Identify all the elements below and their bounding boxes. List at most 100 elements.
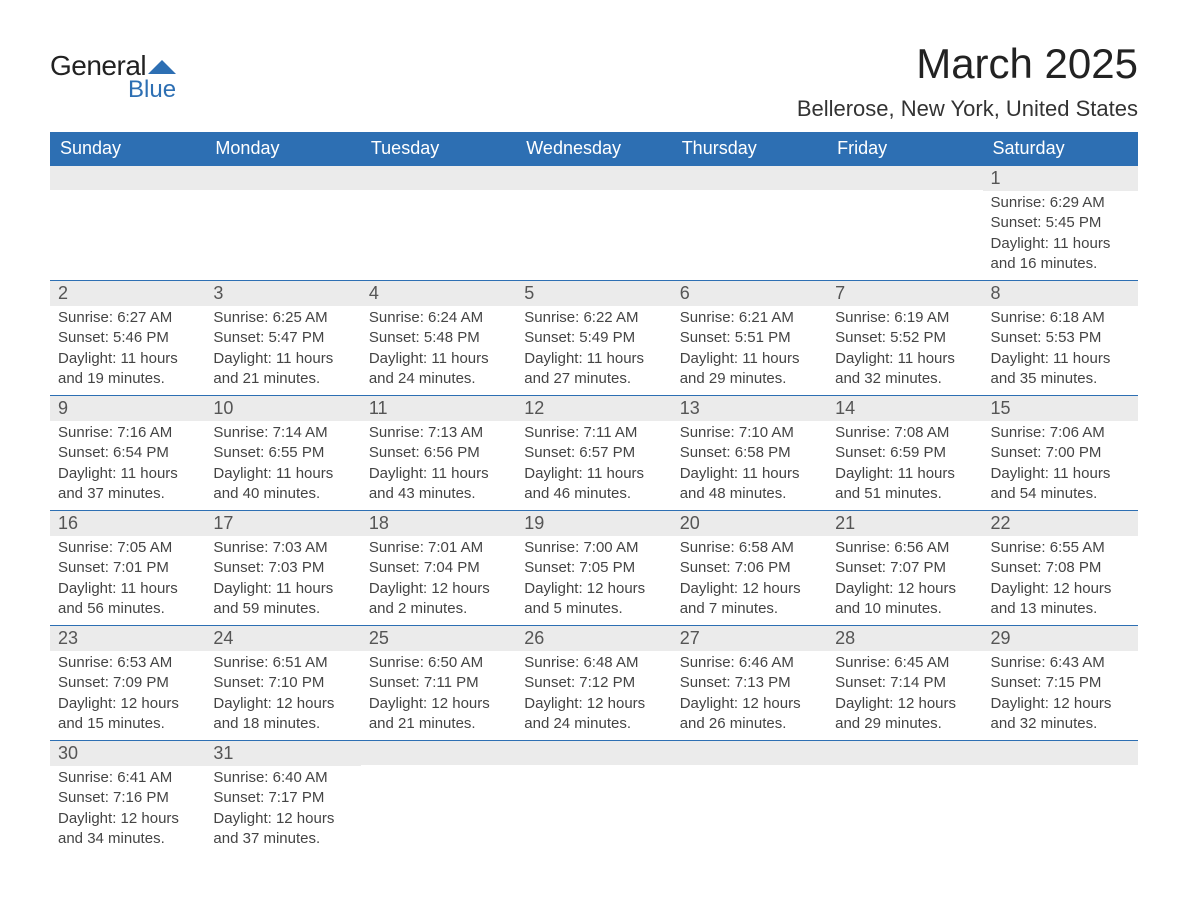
day-body [361,765,516,845]
day-number: 2 [58,283,68,303]
calendar-day-cell: 22Sunrise: 6:55 AMSunset: 7:08 PMDayligh… [983,511,1138,626]
calendar-day-cell: 6Sunrise: 6:21 AMSunset: 5:51 PMDaylight… [672,281,827,396]
sunset-line: Sunset: 5:49 PM [524,328,663,348]
sunset-line: Sunset: 7:00 PM [991,443,1130,463]
daylight-line: Daylight: 11 hours and 46 minutes. [524,464,663,505]
day-body: Sunrise: 6:22 AMSunset: 5:49 PMDaylight:… [516,306,671,395]
day-number-band: 7 [827,281,982,306]
day-number: 7 [835,283,845,303]
day-body [672,765,827,845]
calendar-header-row: SundayMondayTuesdayWednesdayThursdayFrid… [50,132,1138,166]
calendar-day-cell: 4 Sunrise: 6:24 AMSunset: 5:48 PMDaylight… [361,281,516,396]
daylight-line: Daylight: 12 hours and 13 minutes. [991,579,1130,620]
sunset-line: Sunset: 6:57 PM [524,443,663,463]
daylight-line: Daylight: 11 hours and 40 minutes. [213,464,352,505]
calendar-day-cell [205,166,360,281]
day-number-band: 9 [50,396,205,421]
day-number-band: 26 [516,626,671,651]
calendar-day-cell: 30Sunrise: 6:41 AMSunset: 7:16 PMDayligh… [50,741,205,856]
calendar-day-cell: 7 Sunrise: 6:19 AMSunset: 5:52 PMDaylight… [827,281,982,396]
calendar-day-cell: 17Sunrise: 7:03 AMSunset: 7:03 PMDayligh… [205,511,360,626]
day-number-band: 8 [983,281,1138,306]
calendar-day-cell [361,166,516,281]
sunset-line: Sunset: 7:06 PM [680,558,819,578]
weekday-header: Thursday [672,132,827,166]
sunrise-line: Sunrise: 6:51 AM [213,653,352,673]
daylight-line: Daylight: 12 hours and 26 minutes. [680,694,819,735]
sunset-line: Sunset: 7:04 PM [369,558,508,578]
day-number: 19 [524,513,544,533]
calendar-day-cell: 20Sunrise: 6:58 AMSunset: 7:06 PMDayligh… [672,511,827,626]
logo-flag-icon [148,56,178,76]
day-body [827,765,982,845]
sunrise-line: Sunrise: 6:40 AM [213,768,352,788]
sunset-line: Sunset: 7:05 PM [524,558,663,578]
day-number: 11 [369,398,388,418]
calendar-day-cell [361,741,516,856]
sunset-line: Sunset: 7:16 PM [58,788,197,808]
day-number-band: 3 [205,281,360,306]
sunrise-line: Sunrise: 6:55 AM [991,538,1130,558]
weekday-header: Wednesday [516,132,671,166]
sunset-line: Sunset: 7:13 PM [680,673,819,693]
day-number: 31 [213,743,233,763]
sunset-line: Sunset: 7:01 PM [58,558,197,578]
daylight-line: Daylight: 12 hours and 24 minutes. [524,694,663,735]
sunset-line: Sunset: 6:56 PM [369,443,508,463]
day-number-band [516,166,671,190]
weekday-header: Friday [827,132,982,166]
day-body: Sunrise: 6:24 AMSunset: 5:48 PMDaylight:… [361,306,516,395]
day-body: Sunrise: 6:46 AMSunset: 7:13 PMDaylight:… [672,651,827,740]
weekday-header: Sunday [50,132,205,166]
day-body: Sunrise: 7:01 AMSunset: 7:04 PMDaylight:… [361,536,516,625]
sunset-line: Sunset: 5:46 PM [58,328,197,348]
day-body: Sunrise: 7:08 AMSunset: 6:59 PMDaylight:… [827,421,982,510]
sunrise-line: Sunrise: 6:21 AM [680,308,819,328]
daylight-line: Daylight: 11 hours and 59 minutes. [213,579,352,620]
calendar-day-cell: 1Sunrise: 6:29 AMSunset: 5:45 PMDaylight… [983,166,1138,281]
calendar-day-cell: 25Sunrise: 6:50 AMSunset: 7:11 PMDayligh… [361,626,516,741]
calendar-day-cell: 16Sunrise: 7:05 AMSunset: 7:01 PMDayligh… [50,511,205,626]
calendar-day-cell [827,741,982,856]
day-body [50,190,205,270]
calendar-day-cell: 21Sunrise: 6:56 AMSunset: 7:07 PMDayligh… [827,511,982,626]
daylight-line: Daylight: 12 hours and 2 minutes. [369,579,508,620]
day-body [516,765,671,845]
day-body: Sunrise: 7:03 AMSunset: 7:03 PMDaylight:… [205,536,360,625]
day-body: Sunrise: 6:45 AMSunset: 7:14 PMDaylight:… [827,651,982,740]
sunrise-line: Sunrise: 7:10 AM [680,423,819,443]
day-number-band [672,741,827,765]
daylight-line: Daylight: 11 hours and 21 minutes. [213,349,352,390]
day-body: Sunrise: 7:06 AMSunset: 7:00 PMDaylight:… [983,421,1138,510]
day-body: Sunrise: 7:13 AMSunset: 6:56 PMDaylight:… [361,421,516,510]
daylight-line: Daylight: 12 hours and 7 minutes. [680,579,819,620]
day-number: 8 [991,283,1001,303]
day-number-band: 2 [50,281,205,306]
day-number: 24 [213,628,233,648]
sunrise-line: Sunrise: 6:25 AM [213,308,352,328]
calendar-week: 9Sunrise: 7:16 AMSunset: 6:54 PMDaylight… [50,396,1138,511]
daylight-line: Daylight: 12 hours and 34 minutes. [58,809,197,850]
day-number-band: 28 [827,626,982,651]
sunset-line: Sunset: 7:15 PM [991,673,1130,693]
sunrise-line: Sunrise: 7:08 AM [835,423,974,443]
day-number-band [827,741,982,765]
day-body: Sunrise: 7:14 AMSunset: 6:55 PMDaylight:… [205,421,360,510]
day-body: Sunrise: 7:05 AMSunset: 7:01 PMDaylight:… [50,536,205,625]
day-body: Sunrise: 6:19 AMSunset: 5:52 PMDaylight:… [827,306,982,395]
logo: General Blue [50,50,178,104]
day-number: 25 [369,628,389,648]
sunset-line: Sunset: 7:11 PM [369,673,508,693]
day-body: Sunrise: 6:56 AMSunset: 7:07 PMDaylight:… [827,536,982,625]
day-number-band [361,741,516,765]
calendar-day-cell: 14Sunrise: 7:08 AMSunset: 6:59 PMDayligh… [827,396,982,511]
sunrise-line: Sunrise: 7:03 AM [213,538,352,558]
day-body: Sunrise: 6:51 AMSunset: 7:10 PMDaylight:… [205,651,360,740]
sunset-line: Sunset: 5:47 PM [213,328,352,348]
day-body [672,190,827,270]
day-body [516,190,671,270]
day-body [827,190,982,270]
day-number: 4 [369,283,379,303]
sunrise-line: Sunrise: 6:45 AM [835,653,974,673]
daylight-line: Daylight: 12 hours and 29 minutes. [835,694,974,735]
